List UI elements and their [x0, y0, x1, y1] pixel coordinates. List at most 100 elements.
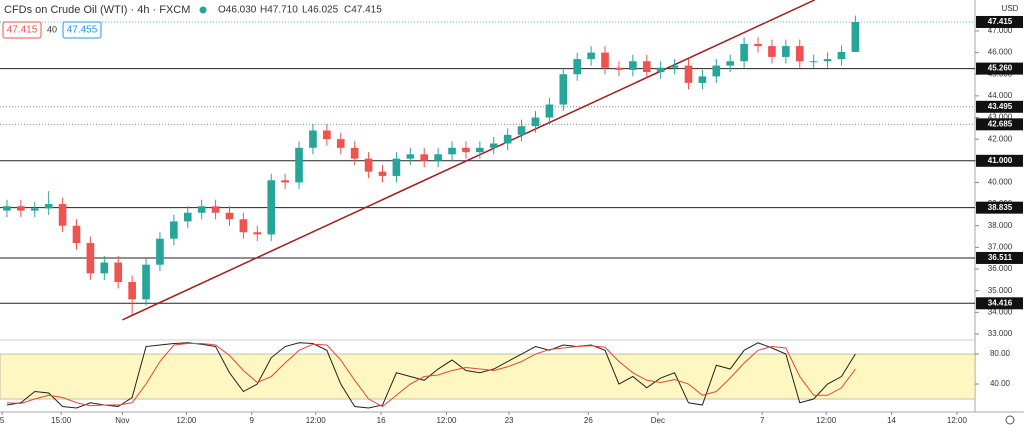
- header-bg: [0, 0, 380, 20]
- candle-body: [364, 158, 373, 172]
- candle-body: [86, 243, 95, 274]
- level-tag: [976, 297, 1023, 310]
- x-tick-label: 16: [377, 416, 386, 425]
- buy-price[interactable]: 47.455: [67, 25, 98, 36]
- candle-body: [434, 154, 442, 161]
- x-tick-label: 26: [584, 416, 593, 425]
- level-label: 45.260: [988, 64, 1013, 73]
- candle-body: [726, 61, 735, 66]
- osc-y-tick-label: 40.00: [990, 379, 1011, 388]
- osc-y-tick-label: 80.00: [990, 349, 1011, 358]
- x-tick-label: 12:00: [816, 416, 837, 425]
- x-tick-label: 15:00: [51, 416, 72, 425]
- candle-body: [795, 46, 804, 62]
- trendline: [122, 0, 815, 321]
- candle-body: [573, 59, 582, 75]
- level-tag: [976, 201, 1023, 214]
- candle-body: [239, 219, 248, 233]
- candle-body: [642, 61, 651, 73]
- x-tick-label: 12:00: [436, 416, 457, 425]
- chart-title: CFDs on Crude Oil (WTI) · 4h · FXCM: [4, 4, 190, 16]
- candle-body: [656, 67, 665, 73]
- level-label: 34.416: [988, 298, 1013, 307]
- candle-body: [142, 264, 150, 300]
- level-tag: [976, 251, 1023, 264]
- oscillator-line: [6, 342, 856, 409]
- candle-body: [420, 154, 429, 161]
- currency: USD: [1002, 4, 1019, 13]
- candle-body: [253, 232, 262, 235]
- candle-body: [462, 147, 470, 153]
- x-tick-label: 14: [887, 416, 896, 425]
- candle-body: [684, 65, 693, 83]
- candle-body: [350, 147, 359, 159]
- oscillator-line: [6, 343, 856, 408]
- candle-body: [489, 143, 498, 148]
- candle-body: [197, 206, 206, 213]
- candle-body: [615, 67, 623, 70]
- open-label: O46.030: [218, 5, 257, 16]
- current-price-tag: [976, 15, 1023, 28]
- candle-body: [156, 238, 164, 265]
- sell-button[interactable]: [2, 21, 42, 39]
- x-tick-label: 12:00: [306, 416, 327, 425]
- status-dot: [199, 6, 207, 14]
- candle-body: [323, 130, 331, 140]
- level-tag: [976, 62, 1023, 75]
- candle-body: [531, 117, 540, 127]
- x-tick-label: 12:00: [947, 416, 968, 425]
- y-tick-label: 38.000: [988, 221, 1013, 230]
- candle-body: [309, 130, 317, 148]
- y-tick-label: 35.000: [988, 286, 1013, 295]
- level-label: 42.685: [988, 119, 1013, 128]
- level-label: 43.495: [988, 102, 1013, 111]
- y-tick-label: 36.000: [988, 264, 1013, 273]
- y-tick-label: 40.000: [988, 178, 1013, 187]
- level-label: 36.511: [988, 253, 1013, 262]
- candle-body: [114, 262, 123, 282]
- y-tick-label: 46.000: [988, 48, 1013, 57]
- candle-body: [267, 180, 276, 235]
- candle-body: [128, 281, 136, 300]
- candle-body: [3, 206, 11, 211]
- low-label: L46.025: [302, 5, 339, 16]
- y-tick-label: 33.000: [988, 329, 1013, 338]
- x-tick-label: 9: [250, 416, 255, 425]
- candle-body: [72, 225, 81, 244]
- x-tick-label: 12:00: [176, 416, 197, 425]
- sell-price[interactable]: 47.415: [7, 25, 38, 36]
- y-tick-label: 47.000: [988, 26, 1013, 35]
- current-price-label: 47.415: [988, 17, 1013, 26]
- level-tag: [976, 118, 1023, 131]
- high-label: H47.710: [260, 5, 298, 16]
- x-tick-label: Nov: [115, 416, 129, 425]
- candle-body: [30, 208, 39, 211]
- settings-icon[interactable]: [1005, 415, 1015, 425]
- candle-body: [58, 204, 67, 226]
- candle-body: [768, 46, 776, 57]
- candle-body: [378, 171, 387, 176]
- candle-body: [211, 206, 220, 213]
- x-tick-label: 23: [505, 416, 514, 425]
- y-tick-label: 43.000: [988, 113, 1013, 122]
- buy-button[interactable]: [62, 21, 102, 39]
- candle-body: [809, 61, 818, 63]
- candle-body: [406, 154, 415, 159]
- candle-body: [44, 204, 53, 209]
- candle-body: [100, 262, 109, 274]
- header: CFDs on Crude Oil (WTI) · 4h · FXCM O46.…: [0, 0, 382, 39]
- candle-body: [851, 21, 860, 52]
- candle-body: [629, 61, 637, 70]
- x-tick-label: 5: [0, 416, 5, 425]
- candle-body: [545, 104, 554, 118]
- candle-body: [17, 206, 25, 211]
- candle-body: [448, 147, 456, 155]
- y-tick-label: 37.000: [988, 242, 1013, 251]
- level-label: 41.000: [988, 156, 1013, 165]
- oscillator-band: [0, 353, 976, 400]
- candle-body: [336, 139, 345, 148]
- y-tick-label: 34.000: [988, 307, 1013, 316]
- level-tag: [976, 100, 1023, 113]
- candle-body: [503, 134, 512, 144]
